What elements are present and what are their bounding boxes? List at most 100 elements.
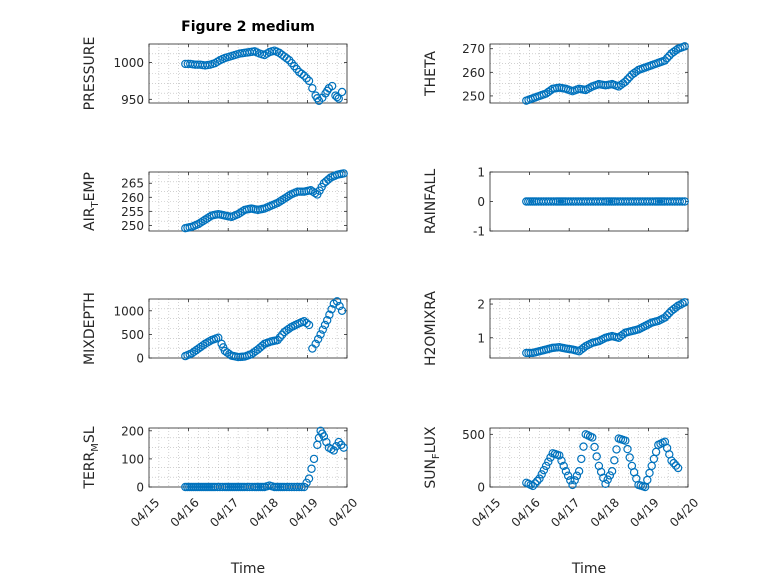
data-point [200, 215, 210, 224]
series-markers [522, 298, 689, 358]
grid-lines [149, 172, 347, 231]
data-point-interp [566, 476, 575, 485]
y-axis-label: RAINFALL [423, 169, 439, 234]
data-point-interp [662, 53, 672, 63]
data-point-interp [297, 482, 306, 492]
data-point-interp [284, 191, 293, 201]
data-point-interp [612, 445, 621, 454]
data-point-interp [603, 475, 612, 484]
y-tick-label: 260 [121, 191, 144, 205]
data-point-interp [669, 458, 678, 468]
data-point [273, 335, 282, 345]
subplot-rainfall: -1 0 1 RAINFALL [423, 166, 689, 239]
subplot-pressure: 950 1000 PRESSURE Figure 2 medium [82, 19, 348, 111]
data-point [327, 81, 337, 91]
y-tick-label: 1000 [113, 56, 144, 70]
y-tick-label: 250 [121, 219, 144, 233]
data-point [304, 76, 314, 86]
data-point-interp [196, 218, 205, 227]
y-tick-label: 100 [121, 452, 144, 466]
grid-lines [149, 428, 347, 487]
data-point [574, 466, 584, 476]
data-point [299, 71, 309, 80]
data-point-interp [310, 188, 320, 198]
axes-box [148, 171, 348, 232]
data-point-interp [258, 341, 267, 350]
y-tick-label: 500 [462, 428, 485, 442]
data-point [337, 87, 347, 97]
data-point-interp [648, 197, 657, 206]
y-tick-label: 2 [477, 298, 485, 312]
data-point [660, 56, 670, 65]
data-point-interp [671, 46, 681, 55]
data-point-interp [282, 193, 291, 202]
grid-lines [490, 299, 688, 358]
data-point-interp [302, 478, 311, 487]
chart-title: Figure 2 medium [181, 19, 315, 35]
series-markers [181, 426, 348, 492]
y-tick-label: 1000 [113, 304, 144, 318]
data-point [194, 219, 203, 229]
data-point [273, 198, 282, 208]
y-axis-label: SUNFLUX [423, 426, 442, 489]
data-point-interp [592, 452, 601, 461]
subplot-h2omixra: 1 2 H2OMIXRA [423, 291, 689, 366]
y-tick-label: 250 [462, 89, 485, 103]
y-axis-label: MIXDEPTH [82, 292, 98, 365]
data-point [339, 443, 348, 452]
data-point-interp [662, 311, 672, 320]
y-tick-label: 270 [462, 42, 485, 56]
y-tick-label: -1 [473, 225, 485, 239]
data-point-interp [598, 197, 608, 206]
y-tick-label: 500 [121, 328, 144, 342]
data-point [306, 186, 315, 195]
series-markers [181, 46, 347, 105]
data-point-interp [324, 175, 333, 184]
data-point-interp [570, 476, 579, 485]
data-point [621, 77, 630, 86]
data-point-interp [318, 325, 327, 334]
data-point-interp [572, 471, 582, 480]
data-point [621, 436, 630, 445]
data-point [304, 474, 314, 483]
y-tick-label: 0 [136, 481, 144, 495]
y-axis-label: PRESSURE [82, 37, 98, 111]
data-point-interp [625, 453, 634, 462]
data-point [555, 451, 564, 460]
y-axis-label: THETA [423, 51, 439, 97]
subplot-theta: 250 260 270 THETA [423, 42, 689, 105]
y-tick-label: 265 [121, 177, 144, 191]
x-axis-label: Time [230, 561, 265, 577]
data-point [233, 209, 243, 219]
data-point-interp [539, 465, 549, 475]
data-point [528, 481, 538, 491]
data-point-interp [530, 479, 540, 488]
data-point-interp [544, 457, 553, 466]
y-tick-label: 1 [477, 166, 485, 180]
data-point-interp [277, 330, 287, 339]
y-tick-label: 950 [121, 93, 144, 107]
x-axis-label: Time [571, 561, 606, 577]
data-point-interp [678, 197, 687, 206]
data-point-interp [671, 303, 681, 312]
data-point [680, 298, 689, 307]
data-point-interp [579, 442, 588, 451]
data-point [660, 313, 670, 322]
data-point [334, 94, 343, 103]
y-tick-label: 255 [121, 205, 144, 219]
data-point [680, 42, 689, 51]
data-point-interp [579, 343, 588, 353]
data-point-interp [313, 334, 323, 344]
data-point-interp [302, 318, 311, 328]
data-point [334, 437, 343, 447]
data-point-interp [590, 442, 599, 452]
data-point-interp [325, 310, 334, 319]
y-axis-label: AIRTEMP [82, 172, 101, 231]
data-point [304, 320, 314, 330]
data-point-interp [294, 482, 304, 492]
y-axis-label: TERRMSL [82, 426, 101, 489]
y-tick-label: 0 [477, 195, 485, 209]
data-point-interp [563, 471, 573, 480]
